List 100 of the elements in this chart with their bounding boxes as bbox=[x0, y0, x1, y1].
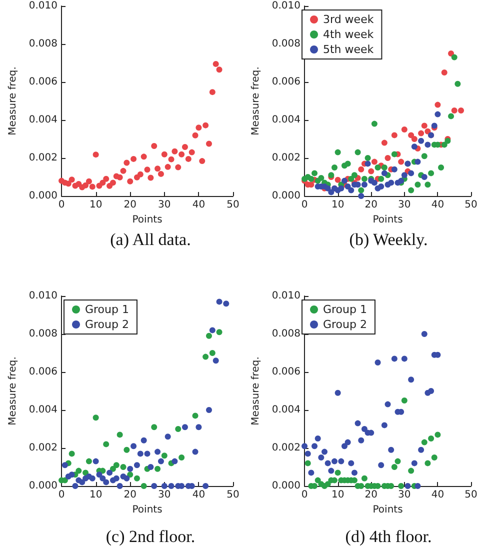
point bbox=[324, 185, 331, 192]
point bbox=[106, 470, 113, 476]
point bbox=[421, 153, 428, 160]
point bbox=[411, 460, 418, 466]
x-tick-label: 20 bbox=[364, 200, 378, 210]
point bbox=[414, 158, 421, 165]
point bbox=[68, 450, 75, 457]
y-tick-label: 0.002 bbox=[272, 442, 301, 454]
y-tick-label: 0.000 bbox=[28, 190, 58, 202]
point bbox=[358, 193, 364, 199]
x-tick-label: 50 bbox=[464, 490, 478, 500]
x-tick-label: 40 bbox=[431, 490, 444, 500]
y-tick-label: 0.008 bbox=[28, 38, 58, 50]
point bbox=[172, 458, 178, 464]
x-tick-label: 30 bbox=[398, 490, 411, 500]
y-tick-label: 0.008 bbox=[272, 328, 301, 340]
point bbox=[148, 174, 154, 181]
point bbox=[334, 470, 341, 476]
y-tick-label: 0.006 bbox=[272, 366, 301, 378]
point bbox=[151, 143, 158, 150]
point bbox=[381, 170, 388, 176]
y-tick-label: 0.004 bbox=[28, 404, 58, 416]
point bbox=[172, 148, 178, 154]
point bbox=[328, 468, 334, 474]
point bbox=[196, 124, 202, 131]
point bbox=[381, 140, 388, 146]
point bbox=[332, 458, 338, 464]
point bbox=[68, 472, 75, 478]
legend-label: 4th week bbox=[323, 28, 374, 41]
point bbox=[408, 187, 414, 194]
point bbox=[312, 443, 318, 450]
point bbox=[175, 426, 182, 432]
point bbox=[314, 477, 321, 484]
x-tick-label: 30 bbox=[158, 490, 171, 500]
point bbox=[348, 176, 354, 182]
point bbox=[361, 475, 368, 482]
point bbox=[106, 182, 113, 189]
point bbox=[421, 122, 428, 129]
point bbox=[86, 458, 92, 464]
point bbox=[341, 443, 348, 450]
point bbox=[199, 158, 206, 164]
point bbox=[103, 479, 110, 486]
point bbox=[454, 80, 461, 87]
point bbox=[209, 89, 216, 96]
x-tick-label: 0 bbox=[58, 490, 65, 500]
point bbox=[144, 166, 150, 173]
point bbox=[216, 298, 222, 305]
point bbox=[391, 166, 398, 172]
point bbox=[127, 472, 134, 478]
point bbox=[322, 448, 328, 455]
point bbox=[137, 450, 144, 457]
point bbox=[302, 443, 308, 450]
point bbox=[421, 439, 428, 446]
point bbox=[368, 168, 374, 174]
point bbox=[388, 446, 394, 453]
point bbox=[216, 66, 222, 73]
point bbox=[384, 401, 391, 408]
point bbox=[448, 50, 454, 56]
point bbox=[451, 108, 458, 114]
point bbox=[388, 180, 394, 186]
point bbox=[434, 102, 441, 108]
x-tick-label: 30 bbox=[398, 200, 411, 210]
point bbox=[334, 149, 341, 156]
point bbox=[361, 182, 368, 188]
point bbox=[424, 182, 431, 188]
x-tick-label: 10 bbox=[331, 200, 344, 210]
point bbox=[127, 466, 134, 472]
point bbox=[82, 182, 89, 188]
point bbox=[401, 398, 408, 404]
point bbox=[202, 354, 209, 360]
point bbox=[216, 329, 222, 336]
point bbox=[151, 424, 158, 430]
point bbox=[158, 170, 164, 177]
point bbox=[192, 448, 198, 455]
x-tick-label: 0 bbox=[301, 200, 308, 210]
point bbox=[394, 458, 401, 464]
point bbox=[324, 481, 331, 488]
point bbox=[178, 151, 185, 158]
point bbox=[334, 176, 341, 183]
point bbox=[374, 164, 381, 170]
point bbox=[188, 149, 195, 156]
x-axis-title: Points bbox=[372, 214, 403, 226]
point bbox=[344, 184, 351, 190]
y-tick-label: 0.002 bbox=[28, 152, 58, 164]
y-tick-label: 0.010 bbox=[28, 290, 58, 302]
y-tick-label: 0.000 bbox=[28, 480, 58, 492]
point bbox=[384, 155, 391, 161]
point bbox=[124, 475, 130, 482]
point bbox=[116, 483, 123, 489]
point bbox=[411, 144, 418, 150]
point bbox=[398, 483, 404, 489]
point bbox=[110, 180, 116, 186]
point bbox=[324, 460, 331, 466]
point bbox=[120, 464, 126, 470]
x-axis-title: Points bbox=[132, 214, 162, 226]
point bbox=[408, 170, 414, 176]
point bbox=[354, 420, 361, 426]
point bbox=[212, 358, 219, 364]
point bbox=[381, 422, 388, 428]
x-tick-label: 10 bbox=[89, 200, 102, 210]
